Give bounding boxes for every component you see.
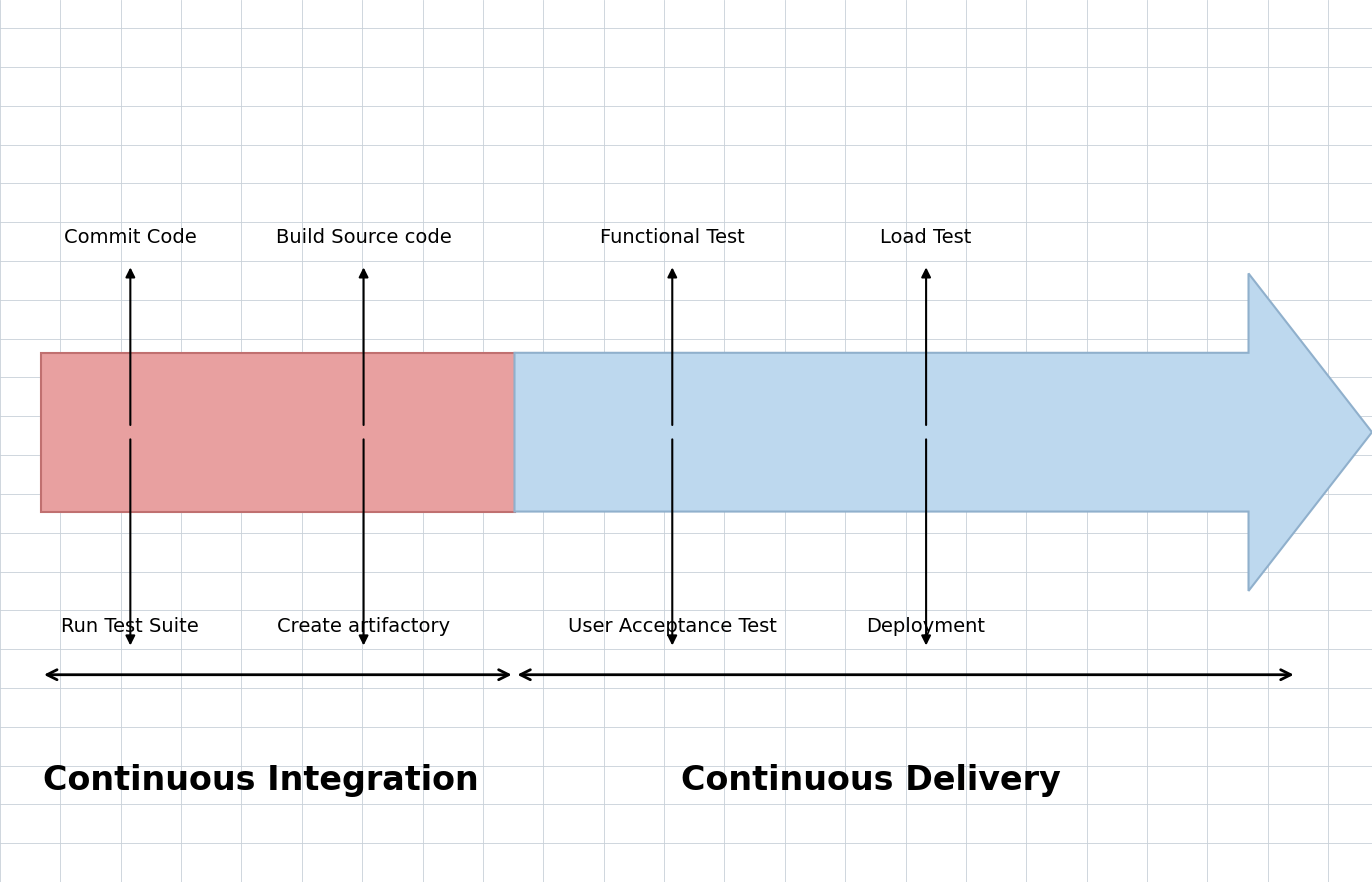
Text: Commit Code: Commit Code bbox=[64, 228, 196, 247]
Text: Create artifactory: Create artifactory bbox=[277, 617, 450, 637]
Text: Continuous Delivery: Continuous Delivery bbox=[682, 764, 1061, 797]
Text: Run Test Suite: Run Test Suite bbox=[62, 617, 199, 637]
Text: Continuous Integration: Continuous Integration bbox=[43, 764, 479, 797]
Text: Functional Test: Functional Test bbox=[600, 228, 745, 247]
Text: Build Source code: Build Source code bbox=[276, 228, 451, 247]
Text: User Acceptance Test: User Acceptance Test bbox=[568, 617, 777, 637]
Text: Load Test: Load Test bbox=[881, 228, 971, 247]
Polygon shape bbox=[514, 273, 1372, 591]
Text: Deployment: Deployment bbox=[867, 617, 985, 637]
Bar bbox=[41, 353, 514, 512]
